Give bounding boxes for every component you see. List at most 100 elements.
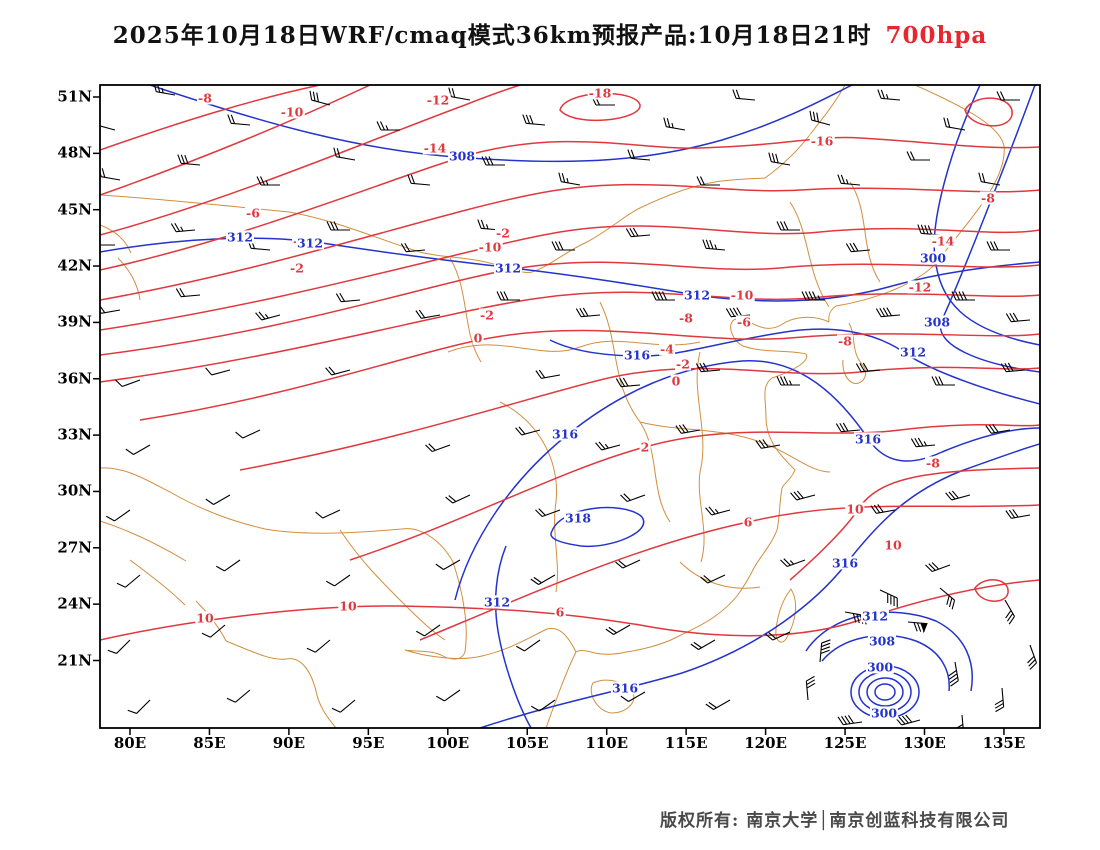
lon-tick-label: 80E: [113, 734, 147, 752]
wind-barb: [615, 559, 641, 569]
wind-barb: [407, 174, 431, 186]
wind-barb: [216, 559, 241, 572]
wind-barb: [255, 311, 281, 321]
height-contours: [100, 85, 1040, 728]
hainan-island-path: [590, 679, 635, 714]
contour-label: -18: [587, 85, 613, 101]
contour-label: 308: [447, 148, 477, 164]
wind-barb: [227, 114, 251, 126]
contour-label: 300: [869, 705, 899, 721]
contour-label: -2: [289, 260, 305, 276]
wind-barb: [516, 639, 541, 652]
contour-label: -10: [729, 287, 755, 303]
china-north-border-path: [100, 85, 846, 273]
contour-label: 316: [550, 426, 580, 442]
wind-barb: [445, 494, 471, 504]
lat-tick-label: 21N: [57, 651, 92, 669]
wind-barb: [996, 91, 1020, 101]
wind-barb: [535, 508, 561, 518]
wind-barb: [235, 429, 261, 439]
typhoon-eye-contour: [874, 683, 896, 701]
temp-contour-path: [139, 329, 1040, 421]
contour-label: 316: [830, 555, 860, 571]
temp-contour-path: [239, 366, 1040, 471]
wind-barb: [1005, 312, 1031, 323]
wind-barb: [925, 562, 951, 573]
contour-label: -16: [809, 133, 835, 149]
wind-barb: [595, 441, 621, 451]
wind-barb: [696, 176, 720, 186]
wind-barb: [663, 117, 686, 131]
wind-barb: [620, 493, 646, 503]
lat-tick-label: 51N: [57, 87, 92, 106]
temp-contour-closed-loop: [974, 579, 1009, 602]
wind-barb: [153, 85, 176, 96]
wind-barb: [776, 221, 800, 231]
wind-barb: [835, 422, 861, 433]
wind-barb: [435, 559, 461, 570]
wind-barb: [615, 377, 641, 388]
wind-barb: [877, 89, 901, 101]
wind-barb: [809, 110, 831, 126]
wind-barb: [732, 89, 756, 101]
wind-barb: [226, 689, 251, 703]
wind-barb: [605, 624, 631, 635]
wind-barb: [477, 219, 501, 231]
wind-barb: [755, 439, 781, 449]
contour-label: 316: [610, 680, 640, 696]
wind-barb: [700, 574, 726, 584]
height-contour-316-south-arc: [479, 443, 1040, 728]
height-contour-308-north: [149, 85, 853, 163]
wind-barb: [917, 224, 941, 236]
wind-barb: [496, 291, 520, 301]
typhoon-outer-312-arc: [805, 611, 973, 692]
contour-label: 318: [563, 510, 593, 526]
lat-tick-label: 27N: [57, 538, 92, 557]
lat-tick-label: 42N: [57, 256, 92, 275]
contour-label: 300: [918, 250, 948, 266]
contour-label: -4: [659, 341, 675, 357]
wind-barb: [1004, 599, 1015, 625]
lon-tick-label: 105E: [505, 734, 549, 752]
lat-tick-label: 30N: [57, 481, 92, 500]
copyright: 版权所有: 南京大学│南京创蓝科技有限公司: [660, 811, 1010, 831]
wind-barb: [481, 156, 505, 166]
wind-barb: [907, 621, 928, 634]
wind-barb-layer: [100, 85, 1038, 728]
wind-barb: [931, 376, 955, 386]
contour-label: 312: [898, 344, 928, 360]
temp-contour-path: [789, 467, 1040, 581]
wind-barb: [855, 362, 881, 373]
wind-barb: [325, 366, 351, 376]
temp-contour-path: [100, 261, 1040, 356]
contour-label: 6: [554, 604, 566, 620]
wind-barb: [551, 241, 575, 251]
lon-tick-label: 115E: [664, 734, 708, 752]
wind-barb: [127, 699, 151, 714]
wind-barb: [845, 242, 871, 253]
coastline-path: [545, 316, 830, 728]
wind-barb: [115, 379, 141, 388]
temp-contour-path: [100, 85, 521, 236]
temp-contour-path: [100, 183, 1040, 301]
wind-barb: [376, 121, 400, 131]
wind-barb: [106, 509, 131, 522]
contour-label: -14: [930, 233, 956, 249]
lon-tick-label: 100E: [426, 734, 470, 752]
wind-barb: [335, 292, 361, 303]
lat-tick-label: 48N: [57, 143, 92, 162]
lat-tick-label: 39N: [57, 312, 92, 331]
contour-label: 10: [195, 610, 215, 626]
wind-barb: [530, 574, 556, 585]
contour-label: 316: [853, 431, 883, 447]
wind-barb: [315, 509, 341, 519]
wind-barb: [875, 307, 901, 318]
plot-frame: [93, 84, 1041, 735]
contour-label: -2: [495, 225, 511, 241]
lat-tick-label: 24N: [57, 594, 92, 613]
contour-label: -14: [422, 140, 448, 156]
wind-barb: [306, 639, 331, 653]
temp-contour-closed-loop: [559, 92, 641, 121]
contour-label: -2: [675, 356, 691, 372]
lon-tick-label: 120E: [744, 734, 787, 752]
